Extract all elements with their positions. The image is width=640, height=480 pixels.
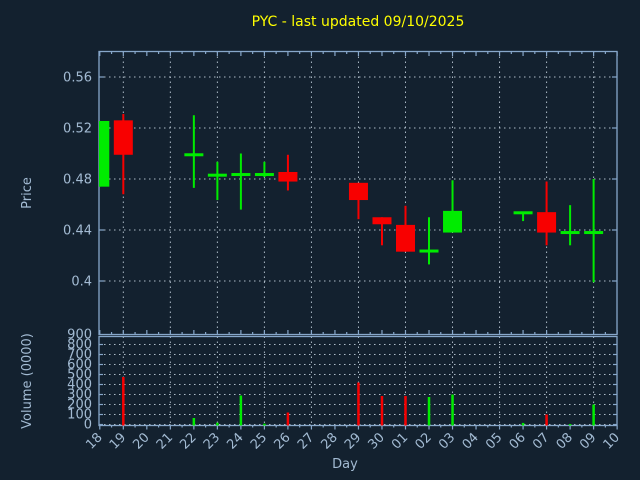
candle-body	[513, 211, 533, 215]
candle-body	[348, 182, 368, 201]
day-tick-label: 03	[436, 430, 458, 452]
day-tick-label: 26	[271, 430, 293, 452]
price-tick-label: 0.44	[63, 224, 92, 239]
day-tick-label: 24	[224, 430, 246, 452]
volume-tick-label: 600	[67, 358, 92, 373]
volume-bar-day-19	[122, 377, 125, 426]
candle-body	[372, 217, 392, 225]
day-tick-label: 20	[130, 430, 152, 452]
volume-tick-label: 500	[67, 368, 92, 383]
price-axis-label: Price	[20, 177, 35, 209]
candle-day-06	[513, 211, 533, 222]
axis-tick-labels: 0.560.520.480.440.4900800700600500400300…	[63, 71, 623, 453]
day-tick-label: 25	[248, 430, 270, 452]
candle-body	[443, 210, 463, 233]
volume-bar-day-30	[380, 396, 384, 426]
day-tick-label: 29	[342, 430, 364, 452]
volume-bar-day-07	[545, 414, 548, 426]
day-tick-label: 04	[460, 430, 482, 452]
candle-day-01	[395, 205, 415, 252]
volume-tick-label: 0	[84, 418, 92, 433]
candle-body	[584, 231, 604, 235]
day-tick-label: 19	[107, 430, 129, 452]
candle-day-26	[278, 154, 298, 191]
day-tick-label: 07	[530, 430, 552, 452]
price-tick-label: 0.4	[71, 275, 92, 290]
day-tick-label: 28	[318, 430, 340, 452]
day-tick-label: 09	[577, 430, 599, 452]
volume-tick-label: 300	[67, 388, 92, 403]
volume-tick-label: 700	[67, 348, 92, 363]
volume-bar-day-09	[592, 404, 595, 426]
day-tick-label: 30	[366, 430, 388, 452]
day-tick-label: 21	[154, 430, 176, 452]
price-tick-label: 0.52	[63, 122, 92, 137]
volume-bar-day-01	[404, 396, 407, 426]
day-tick-label: 08	[554, 430, 576, 452]
volume-tick-label: 100	[67, 408, 92, 423]
volume-bar-day-24	[239, 395, 243, 426]
candle-day-24	[231, 153, 251, 210]
volume-bar-day-03	[451, 394, 454, 426]
candle-day-09	[584, 179, 604, 283]
volume-bar-day-26	[286, 412, 290, 426]
candle-day-18	[99, 120, 110, 187]
grid-layer	[99, 51, 617, 426]
volume-tick-label: 200	[67, 398, 92, 413]
candle-body	[419, 249, 439, 253]
volume-tick-label: 800	[67, 338, 92, 353]
volume-axis-label: Volume (0000)	[20, 333, 35, 429]
candle-day-19	[113, 113, 133, 195]
candle-day-22	[184, 115, 204, 188]
day-tick-label: 18	[83, 430, 105, 452]
candle-body	[395, 224, 415, 252]
day-axis-label: Day	[332, 457, 358, 472]
volume-bar-day-06	[521, 422, 525, 426]
volume-bar-day-08	[568, 424, 572, 426]
volume-bar-day-22	[192, 418, 196, 426]
volume-bars-layer	[122, 377, 595, 426]
price-tick-label: 0.56	[63, 71, 92, 86]
candle-day-30	[372, 217, 392, 246]
candle-day-23	[207, 161, 227, 201]
volume-bar-day-25	[263, 423, 266, 426]
candle-day-29	[348, 182, 368, 220]
candle-body	[184, 153, 204, 157]
day-tick-label: 23	[201, 430, 223, 452]
volume-bar-day-02	[427, 397, 431, 426]
candle-body	[537, 212, 557, 233]
candle-body	[99, 120, 110, 187]
candle-body	[207, 173, 227, 177]
candle-day-07	[537, 181, 557, 246]
candle-body	[278, 171, 298, 182]
day-tick-label: 10	[601, 430, 623, 452]
candle-day-25	[254, 161, 274, 178]
candle-day-08	[560, 205, 580, 246]
axis-ticks	[99, 51, 618, 430]
chart-title: PYC - last updated 09/10/2025	[252, 14, 465, 30]
price-tick-label: 0.48	[63, 173, 92, 188]
day-tick-label: 06	[507, 430, 529, 452]
candle-day-02	[419, 217, 439, 265]
volume-bar-day-23	[216, 422, 219, 426]
candles-layer	[99, 113, 604, 283]
day-tick-label: 01	[389, 430, 411, 452]
day-tick-label: 05	[483, 430, 505, 452]
day-tick-label: 02	[413, 430, 435, 452]
volume-tick-label: 400	[67, 378, 92, 393]
volume-bar-day-29	[357, 382, 360, 426]
day-tick-label: 27	[295, 430, 317, 452]
candle-day-03	[443, 180, 463, 233]
candle-body	[231, 173, 251, 177]
candle-body	[560, 231, 580, 235]
candle-body	[254, 173, 274, 177]
candle-body	[113, 120, 133, 155]
day-tick-label: 22	[177, 430, 199, 452]
volume-tick-label: 900	[67, 328, 92, 343]
